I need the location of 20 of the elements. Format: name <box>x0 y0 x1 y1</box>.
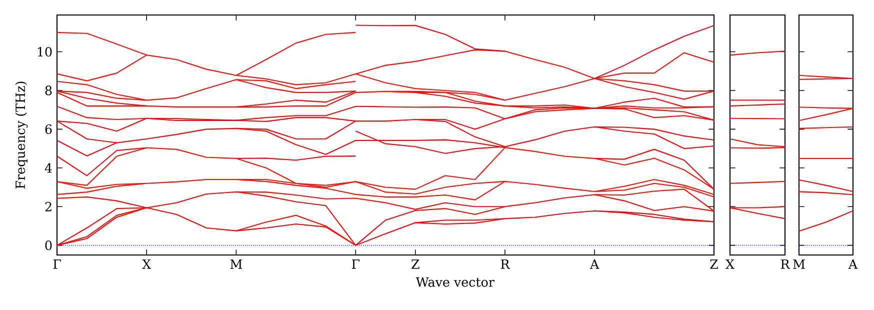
x-tick-label: A <box>590 259 600 269</box>
x-tick-label: Γ <box>53 259 61 269</box>
y-tick-label: 2 <box>45 202 52 212</box>
x-tick-label: Z <box>710 259 718 269</box>
x-tick-label: X <box>142 259 152 269</box>
y-axis-title: Frequency (THz) <box>15 82 28 189</box>
y-tick-label: 0 <box>45 240 52 250</box>
y-tick-label: 8 <box>45 86 52 96</box>
x-tick-label: X <box>726 259 734 269</box>
x-axis-title: Wave vector <box>416 277 494 287</box>
x-tick-label: M <box>793 259 805 269</box>
x-tick-label: R <box>780 259 790 269</box>
y-tick-label: 10 <box>38 46 52 57</box>
y-tick-label: 6 <box>45 124 52 134</box>
x-tick-label: Γ <box>352 259 360 269</box>
x-tick-label: A <box>848 259 858 269</box>
x-tick-label: R <box>500 259 510 269</box>
y-tick-label: 4 <box>44 163 52 173</box>
x-tick-label: Z <box>412 259 420 269</box>
x-tick-label: M <box>230 259 242 269</box>
